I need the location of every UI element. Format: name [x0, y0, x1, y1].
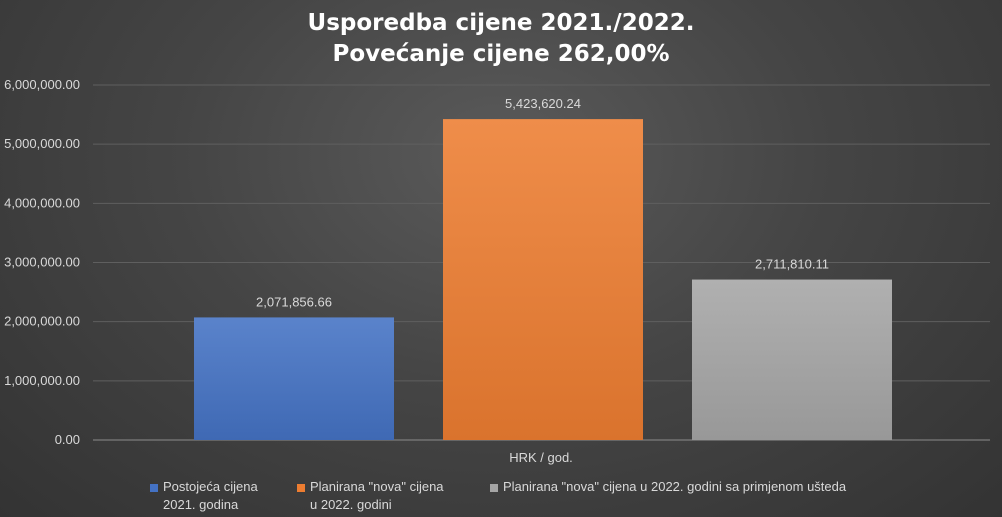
- legend-swatch-planned-price: [297, 484, 305, 492]
- bar: [443, 119, 643, 440]
- bar: [194, 317, 394, 440]
- chart-title-line-1: Usporedba cijene 2021./2022.: [307, 10, 695, 36]
- y-tick-label: 6,000,000.00: [4, 77, 80, 92]
- y-tick-label: 5,000,000.00: [4, 136, 80, 151]
- chart-title-line-2: Povećanje cijene 262,00%: [332, 41, 670, 67]
- y-tick-label: 1,000,000.00: [4, 373, 80, 388]
- legend-label-planned-price: Planirana "nova" cijena u 2022. godini: [310, 479, 444, 512]
- legend-item-planned-price: Planirana "nova" cijena u 2022. godini: [297, 478, 444, 514]
- x-axis-category-label: HRK / god.: [509, 450, 573, 465]
- data-label: 5,423,620.24: [505, 96, 581, 111]
- legend: Postojeća cijena 2021. godina Planirana …: [0, 478, 1002, 517]
- data-label: 2,071,856.66: [256, 294, 332, 309]
- legend-swatch-existing-price: [150, 484, 158, 492]
- legend-item-existing-price: Postojeća cijena 2021. godina: [150, 478, 258, 514]
- chart-title: Usporedba cijene 2021./2022. Povećanje c…: [0, 8, 1002, 70]
- data-label: 2,711,810.11: [755, 257, 829, 272]
- legend-item-planned-price-savings: Planirana "nova" cijena u 2022. godini s…: [490, 478, 846, 496]
- y-tick-label: 4,000,000.00: [4, 195, 80, 210]
- bar: [692, 279, 892, 440]
- legend-swatch-planned-price-savings: [490, 484, 498, 492]
- legend-label-planned-price-savings: Planirana "nova" cijena u 2022. godini s…: [503, 479, 847, 494]
- legend-label-existing-price: Postojeća cijena 2021. godina: [163, 479, 258, 512]
- y-tick-label: 3,000,000.00: [4, 255, 80, 270]
- y-tick-label: 0.00: [55, 432, 80, 447]
- y-tick-label: 2,000,000.00: [4, 314, 80, 329]
